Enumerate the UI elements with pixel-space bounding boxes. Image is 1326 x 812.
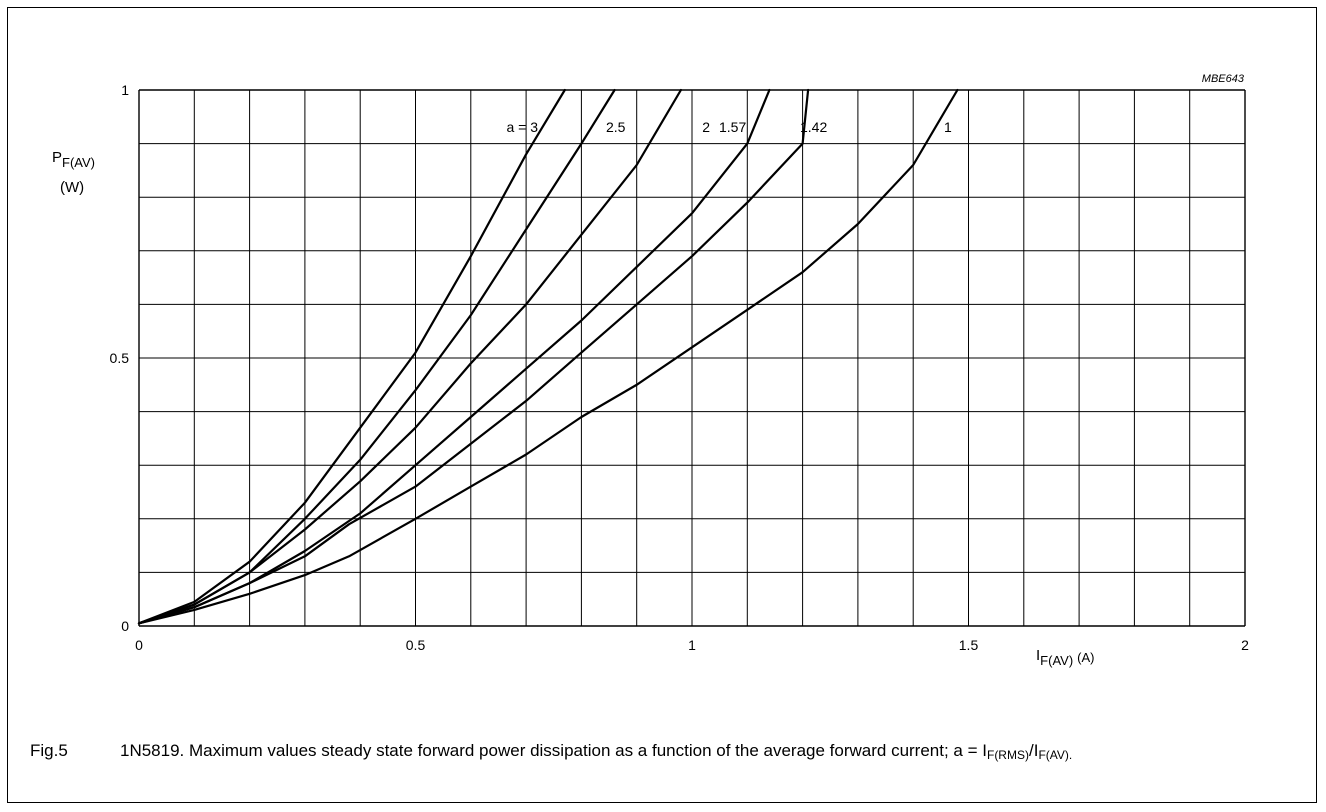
series-label: 2 bbox=[702, 119, 710, 135]
series-label: 2.5 bbox=[606, 119, 626, 135]
figure-code: MBE643 bbox=[1202, 73, 1245, 85]
y-tick-label: 0 bbox=[121, 618, 129, 634]
series-curve bbox=[137, 88, 616, 625]
caption-text: 1N5819. Maximum values steady state forw… bbox=[120, 741, 1073, 762]
x-tick-label: 2 bbox=[1241, 637, 1249, 653]
x-tick-label: 1 bbox=[688, 637, 696, 653]
series-label: a = 3 bbox=[506, 119, 538, 135]
series-curve bbox=[137, 88, 810, 625]
y-tick-label: 1 bbox=[121, 82, 129, 98]
y-axis-unit: (W) bbox=[60, 179, 84, 196]
series-curve bbox=[137, 88, 566, 625]
grid bbox=[138, 89, 1246, 627]
curve-labels: a = 3 2.5 2 1.57 1.42 1 bbox=[506, 119, 952, 135]
x-tick-label: 0.5 bbox=[406, 637, 426, 653]
tick-labels: 0 0.5 1 1.5 2 0 0.5 1 bbox=[110, 82, 1250, 653]
series-label: 1.42 bbox=[800, 119, 827, 135]
x-tick-label: 0 bbox=[135, 637, 143, 653]
series-curve bbox=[137, 88, 771, 625]
figure-frame bbox=[7, 7, 1317, 803]
caption-figure-number: Fig.5 bbox=[30, 741, 68, 760]
x-tick-label: 1.5 bbox=[959, 637, 979, 653]
series-curve bbox=[137, 88, 683, 625]
y-axis-label: PF(AV) bbox=[52, 149, 95, 170]
series-label: 1 bbox=[944, 119, 952, 135]
curves bbox=[137, 88, 959, 625]
series-curve bbox=[137, 88, 959, 625]
series-label: 1.57 bbox=[719, 119, 746, 135]
y-tick-label: 0.5 bbox=[110, 350, 130, 366]
x-axis-label: IF(AV) (A) bbox=[1036, 647, 1095, 668]
